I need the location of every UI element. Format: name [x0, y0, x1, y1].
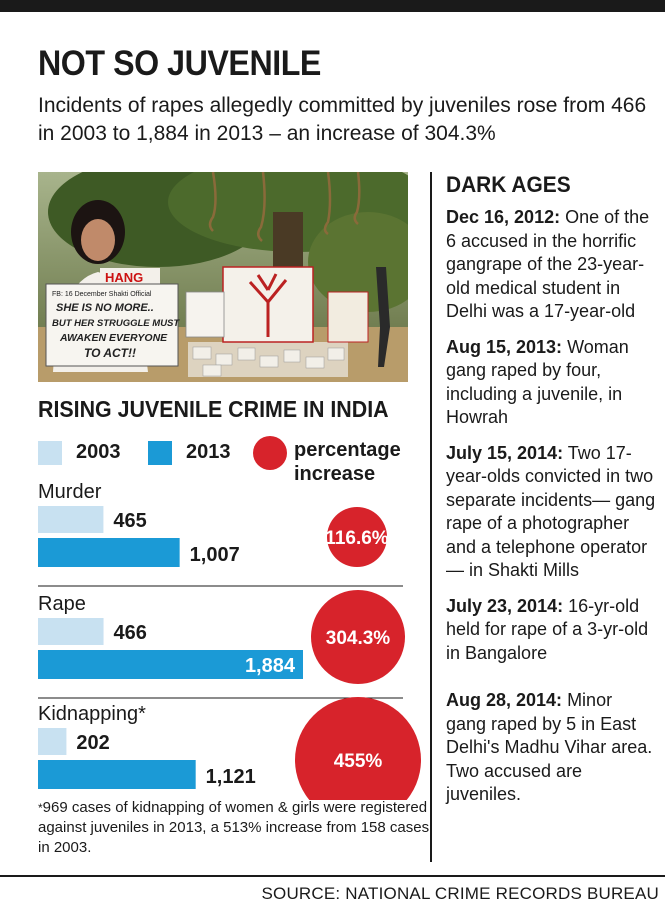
timeline-event: July 23, 2014: 16-yr-old held for rape o…	[446, 595, 656, 666]
legend-label-increase: percentage increase	[294, 439, 401, 485]
top-bar	[0, 0, 665, 12]
timeline-event: July 15, 2014: Two 17-year-olds convicte…	[446, 442, 656, 583]
event-text: Woman gang raped by four, including a ju…	[446, 336, 629, 428]
bar-label-2003: 465	[113, 510, 146, 532]
photo-sign-line4: AWAKEN EVERYONE	[59, 332, 168, 344]
photo-sign-line2: SHE IS NO MORE..	[56, 302, 154, 314]
protest-photo: HANG FB: 16 December Shakti Official SHE…	[38, 172, 408, 382]
source-credit: SOURCE: NATIONAL CRIME RECORDS BUREAU	[261, 884, 659, 903]
bar-label-2013: 1,884	[245, 655, 296, 677]
photo-hang-text: HANG	[105, 270, 143, 285]
legend-swatch-2013	[148, 441, 172, 465]
bar-chart: Murder 465 1,007 116.6% Rape 466 1,884 304.3% Ki…	[38, 481, 421, 800]
event-date: Aug 15, 2013:	[446, 336, 563, 357]
event-text: One of the 6 accused in the horrific gan…	[446, 207, 650, 321]
bar-2003	[38, 506, 104, 533]
bar-2013	[38, 538, 180, 567]
category-label: Kidnapping*	[38, 703, 146, 725]
increase-bubble	[327, 507, 387, 567]
bottom-rule	[0, 875, 665, 877]
dark-ages-title: DARK AGES	[446, 172, 571, 197]
event-date: Aug 28, 2014:	[446, 690, 563, 710]
timeline-event: Aug 28, 2014: Minor gang raped by 5 in E…	[446, 689, 656, 807]
headline: NOT SO JUVENILE	[38, 44, 321, 83]
bar-2013	[38, 650, 303, 679]
bar-label-2013: 1,121	[206, 766, 256, 788]
category-label: Rape	[38, 593, 86, 615]
bar-label-2003: 202	[76, 732, 109, 754]
bar-2003	[38, 618, 104, 645]
photo-sign-line3: BUT HER STRUGGLE MUST	[52, 318, 180, 329]
protest-photo-illustration: HANG FB: 16 December Shakti Official SHE…	[38, 172, 408, 382]
footnote-text: 969 cases of kidnapping of women & girls…	[38, 799, 430, 856]
footnote-mark: *	[38, 801, 43, 815]
bar-label-2013: 1,007	[190, 544, 240, 566]
subheadline: Incidents of rapes allegedly committed b…	[38, 94, 647, 145]
increase-label: 304.3%	[326, 628, 391, 649]
bar-2013	[38, 760, 196, 789]
legend-label-2003: 2003	[76, 441, 121, 463]
event-date: July 23, 2014:	[446, 595, 564, 616]
footnote: *969 cases of kidnapping of women & girl…	[38, 798, 430, 858]
event-date: July 15, 2014:	[446, 442, 564, 463]
bar-2003	[38, 728, 67, 755]
increase-bubble	[295, 697, 421, 800]
event-text: 16-yr-old held for rape of a 3-yr-old in…	[446, 595, 649, 663]
chart-title: RISING JUVENILE CRIME IN INDIA	[38, 396, 389, 422]
photo-sign-line5: TO ACT!!	[84, 346, 136, 360]
event-date: Dec 16, 2012:	[446, 207, 561, 227]
increase-label: 455%	[334, 751, 383, 772]
category-label: Murder	[38, 481, 102, 503]
dark-ages-timeline: Dec 16, 2012: One of the 6 accused in th…	[446, 206, 656, 819]
timeline-event: Aug 15, 2013: Woman gang raped by four, …	[446, 336, 656, 430]
timeline-event: Dec 16, 2012: One of the 6 accused in th…	[446, 206, 656, 324]
column-divider	[430, 172, 432, 862]
bar-label-2003: 466	[114, 622, 147, 644]
event-text: Two 17-year-olds convicted in two separa…	[446, 442, 656, 581]
increase-bubble	[311, 590, 405, 684]
legend-swatch-2003	[38, 441, 62, 465]
legend-dot-increase	[253, 436, 287, 470]
event-text: Minor gang raped by 5 in East Delhi's Ma…	[446, 690, 653, 804]
photo-sign-fb: FB: 16 December Shakti Official	[52, 291, 152, 298]
increase-label: 116.6%	[325, 528, 388, 549]
legend-label-2013: 2013	[186, 441, 231, 463]
